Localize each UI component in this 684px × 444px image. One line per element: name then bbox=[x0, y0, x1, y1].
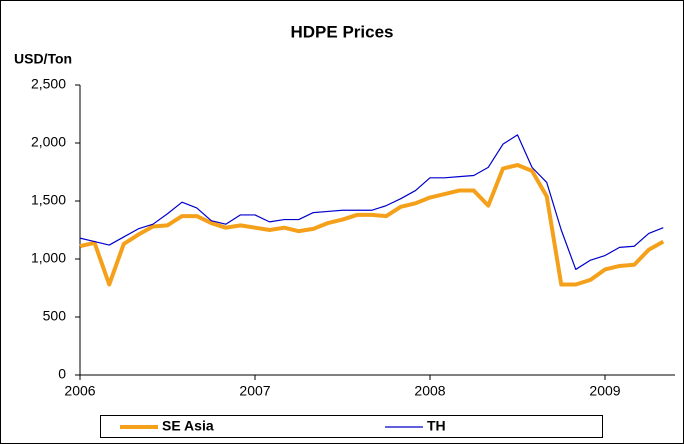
y-tick-label: 1,000 bbox=[31, 250, 66, 266]
x-tick-label: 2009 bbox=[589, 383, 620, 399]
chart-title: HDPE Prices bbox=[291, 22, 394, 41]
legend-box bbox=[100, 415, 603, 438]
y-axis-label: USD/Ton bbox=[14, 51, 72, 67]
y-tick-label: 0 bbox=[58, 366, 66, 382]
line-series bbox=[79, 134, 664, 271]
line-series bbox=[79, 163, 665, 287]
x-tick-label: 2007 bbox=[239, 383, 270, 399]
y-tick-label: 2,000 bbox=[31, 134, 66, 150]
legend-label: TH bbox=[427, 418, 446, 434]
legend-label: SE Asia bbox=[162, 418, 214, 434]
y-tick-label: 1,500 bbox=[31, 192, 66, 208]
x-tick-label: 2006 bbox=[64, 383, 95, 399]
y-tick-label: 500 bbox=[43, 308, 67, 324]
x-tick-label: 2008 bbox=[414, 383, 445, 399]
y-tick-label: 2,500 bbox=[31, 76, 66, 92]
